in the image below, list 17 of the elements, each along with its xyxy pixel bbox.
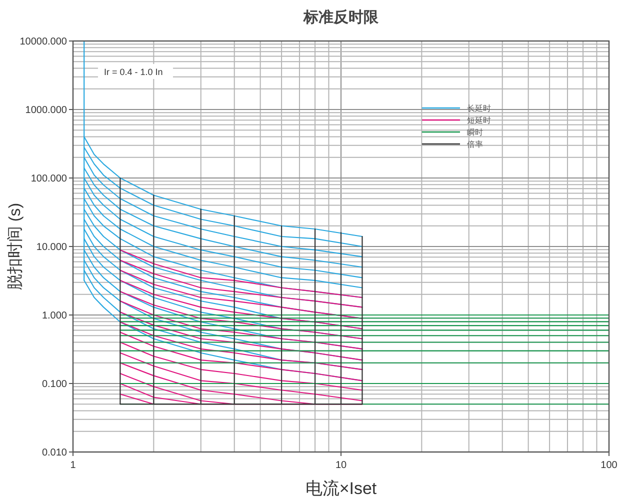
legend-label: 倍率 bbox=[467, 140, 483, 149]
x-tick-label: 1 bbox=[70, 460, 76, 471]
annotation: Ir = 0.4 - 1.0 In bbox=[104, 67, 163, 77]
legend-label: 瞬时 bbox=[467, 128, 483, 137]
y-tick-label: 100.000 bbox=[30, 174, 68, 184]
y-tick-label: 10000.000 bbox=[20, 36, 68, 48]
y-tick-label: 10.000 bbox=[36, 242, 68, 253]
x-tick-label: 100 bbox=[600, 460, 618, 471]
y-axis-title: 脱扣时间 (s) bbox=[6, 202, 24, 290]
x-tick-label: 10 bbox=[335, 460, 347, 471]
y-tick-label: 0.100 bbox=[42, 379, 68, 390]
y-tick-label: 0.010 bbox=[42, 448, 68, 458]
legend-label: 短延时 bbox=[467, 116, 491, 125]
y-tick-label: 1.000 bbox=[42, 310, 68, 322]
x-axis-title: 电流×Iset bbox=[305, 479, 377, 498]
y-tick-label: 1000.000 bbox=[25, 105, 68, 116]
chart-title: 标准反时限 bbox=[302, 9, 380, 26]
